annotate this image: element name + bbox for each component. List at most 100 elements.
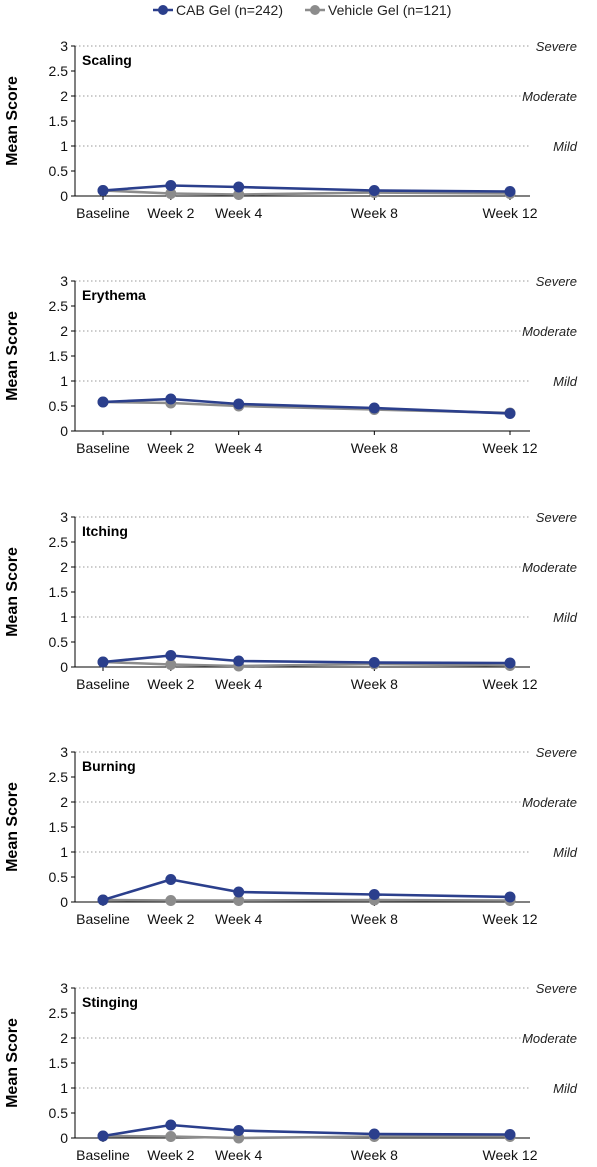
data-point-vehicle (165, 895, 177, 906)
y-axis-label: Mean Score (4, 1018, 21, 1108)
y-tick-label: 0.5 (49, 1105, 69, 1121)
y-tick-label: 0 (60, 1130, 68, 1146)
data-point-cab (165, 650, 177, 661)
x-tick-label: Week 2 (147, 676, 194, 692)
data-point-cab (368, 402, 380, 414)
chart-panel-stinging: Mean Score Severe Moderate Mild 0 0.5 1 1.5 2 2.5… (4, 980, 578, 1163)
severity-label-moderate: Moderate (522, 560, 577, 575)
y-tick-label: 3 (60, 509, 68, 525)
y-tick-label: 0 (60, 423, 68, 439)
y-axis-label: Mean Score (4, 311, 21, 401)
series-line-vehicle (102, 1134, 510, 1140)
y-tick-label: 3 (60, 980, 68, 996)
y-tick-label: 1 (60, 1080, 68, 1096)
y-tick-label: 0.5 (49, 398, 69, 414)
y-tick-label: 1 (60, 609, 68, 625)
legend-label-cab: CAB Gel (n=242) (176, 2, 283, 18)
data-point-cab (233, 886, 245, 898)
series-line-cab (102, 397, 511, 415)
x-tick-label: Week 12 (483, 676, 538, 692)
y-axis-label: Mean Score (4, 782, 21, 872)
x-tick-label: Baseline (76, 676, 130, 692)
y-tick-label: 2 (60, 1030, 68, 1046)
x-tick-label: Week 2 (147, 911, 194, 927)
severity-label-mild: Mild (553, 374, 578, 389)
x-tick-label: Week 8 (351, 440, 398, 456)
x-tick-label: Week 2 (147, 440, 194, 456)
data-point-vehicle (165, 1131, 177, 1142)
severity-label-severe: Severe (536, 745, 577, 760)
y-tick-label: 1 (60, 844, 68, 860)
data-point-cab (504, 1129, 516, 1140)
x-tick-label: Week 2 (147, 205, 194, 221)
panel-title: Stinging (82, 994, 138, 1010)
data-point-vehicle (165, 188, 177, 199)
y-tick-label: 2.5 (49, 298, 69, 314)
x-tick-label: Week 4 (215, 911, 262, 927)
y-tick-label: 2 (60, 559, 68, 575)
chart-panel-scaling: Mean Score Severe Moderate Mild 0 0.5 1 1.5 2 2.5… (4, 38, 578, 221)
data-point-cab (368, 1128, 380, 1140)
x-tick-label: Week 8 (351, 911, 398, 927)
chart-panels: Mean Score Severe Moderate Mild 0 0.5 1 1.5 2 2.5… (4, 38, 578, 1163)
series-line-cab (102, 1123, 511, 1138)
data-point-cab (504, 186, 516, 197)
series-line-cab (102, 654, 511, 665)
data-point-cab (504, 657, 516, 669)
panel-title: Burning (82, 758, 136, 774)
x-tick-label: Week 4 (215, 205, 262, 221)
y-tick-label: 1.5 (49, 113, 69, 129)
y-tick-label: 2.5 (49, 1005, 69, 1021)
severity-label-moderate: Moderate (522, 89, 577, 104)
data-point-cab (97, 894, 109, 906)
y-tick-label: 2 (60, 88, 68, 104)
legend: CAB Gel (n=242) Vehicle Gel (n=121) (153, 2, 451, 18)
y-tick-label: 1.5 (49, 584, 69, 600)
legend-label-vehicle: Vehicle Gel (n=121) (328, 2, 451, 18)
y-tick-label: 0.5 (49, 163, 69, 179)
chart-panel-erythema: Mean Score Severe Moderate Mild 0 0.5 1 1.5 2 2.5… (4, 273, 578, 456)
severity-label-mild: Mild (553, 139, 578, 154)
y-tick-label: 0 (60, 188, 68, 204)
panel-title: Erythema (82, 287, 146, 303)
severity-label-severe: Severe (536, 981, 577, 996)
y-tick-label: 1.5 (49, 348, 69, 364)
x-tick-label: Baseline (76, 440, 130, 456)
severity-label-severe: Severe (536, 510, 577, 525)
panel-title: Scaling (82, 52, 132, 68)
data-point-cab (165, 1119, 177, 1131)
legend-marker-vehicle (310, 5, 320, 15)
data-point-cab (97, 1130, 109, 1142)
chart-panel-burning: Mean Score Severe Moderate Mild 0 0.5 1 1.5 2 2.5… (4, 744, 578, 927)
x-tick-label: Week 8 (351, 205, 398, 221)
x-tick-label: Week 12 (483, 1147, 538, 1163)
data-point-cab (165, 180, 177, 191)
data-point-vehicle (165, 659, 177, 670)
data-point-cab (368, 185, 380, 196)
y-tick-label: 2.5 (49, 63, 69, 79)
chart-panel-itching: Mean Score Severe Moderate Mild 0 0.5 1 1.5 2 2.5… (4, 509, 578, 692)
x-tick-label: Baseline (76, 911, 130, 927)
data-point-cab (368, 657, 380, 668)
x-tick-label: Week 12 (483, 205, 538, 221)
data-point-cab (233, 655, 245, 667)
data-point-vehicle (233, 895, 245, 906)
severity-label-mild: Mild (553, 845, 578, 860)
data-point-cab (165, 874, 177, 885)
x-tick-label: Week 2 (147, 1147, 194, 1163)
y-axis-label: Mean Score (4, 547, 21, 637)
legend-marker-cab (158, 5, 168, 15)
y-tick-label: 1 (60, 138, 68, 154)
data-point-cab (165, 393, 177, 405)
x-tick-label: Week 12 (483, 911, 538, 927)
y-axis-label: Mean Score (4, 76, 21, 166)
severity-label-mild: Mild (553, 610, 578, 625)
series-line-cab (102, 878, 511, 902)
y-tick-label: 2 (60, 323, 68, 339)
x-tick-label: Week 8 (351, 1147, 398, 1163)
x-tick-label: Week 4 (215, 1147, 262, 1163)
severity-label-moderate: Moderate (522, 795, 577, 810)
x-tick-label: Baseline (76, 1147, 130, 1163)
severity-label-moderate: Moderate (522, 1031, 577, 1046)
